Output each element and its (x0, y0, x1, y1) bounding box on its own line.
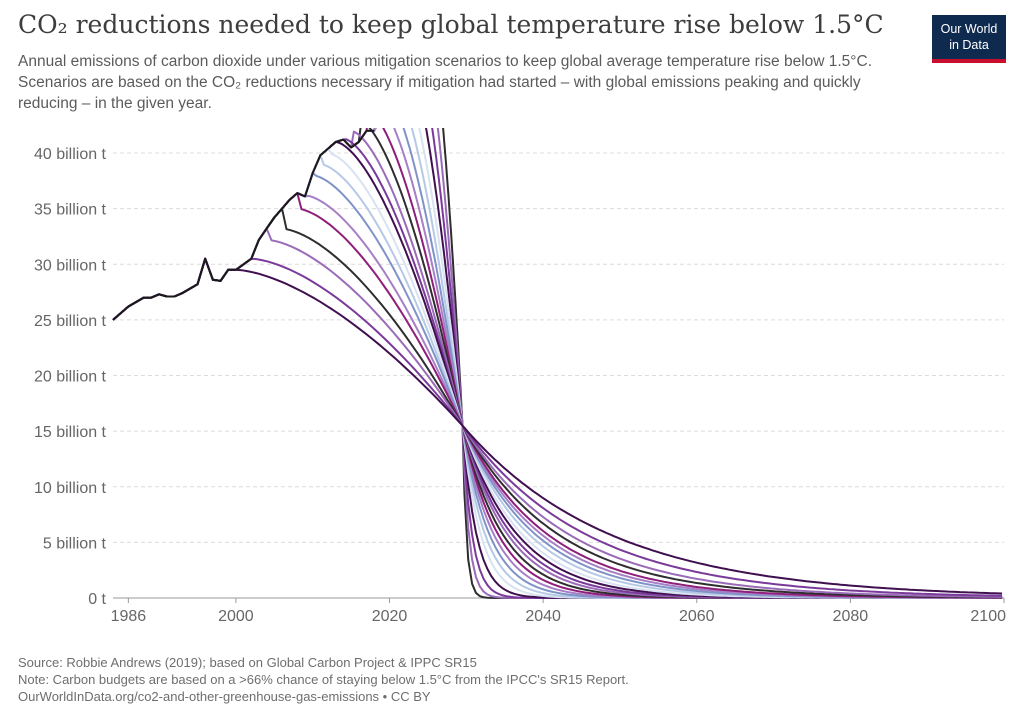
x-tick-label: 2080 (833, 608, 869, 625)
y-tick-label: 35 billion t (34, 202, 107, 219)
y-tick-label: 40 billion t (34, 146, 107, 163)
y-tick-label: 5 billion t (43, 535, 107, 552)
scenario-lines (112, 128, 1003, 599)
x-tick-label: 2100 (970, 608, 1006, 625)
scenario-line (112, 257, 1003, 597)
scenario-line (112, 154, 1003, 599)
scenario-line (112, 128, 1003, 599)
scenario-line (112, 128, 1003, 599)
historical-line (112, 129, 375, 321)
x-axis: 1986 2000 2020 2040 2060 2080 2100 (111, 597, 1006, 625)
y-tick-label: 0 t (88, 591, 106, 608)
scenario-line (112, 128, 1003, 599)
source-url[interactable]: OurWorldInData.org/co2-and-other-greenho… (18, 689, 431, 704)
y-gridlines (113, 152, 1004, 543)
scenario-line (112, 192, 1003, 599)
scenario-line (112, 128, 1003, 599)
y-tick-label: 15 billion t (34, 424, 107, 441)
x-tick-label: 1986 (111, 608, 147, 625)
scenario-line (112, 128, 1003, 599)
scenario-line (112, 207, 1003, 599)
logo-line-1: Our World (940, 22, 998, 36)
scenario-line (112, 147, 1003, 599)
y-tick-label: 10 billion t (34, 480, 107, 497)
y-axis-labels: 0 t 5 billion t 10 billion t 15 billion t 20… (34, 146, 107, 608)
owid-logo[interactable]: Our World in Data (932, 15, 1006, 63)
budget-note: Note: Carbon budgets are based on a >66%… (18, 672, 629, 687)
scenario-line (112, 138, 1003, 599)
scenario-line (112, 128, 1003, 599)
scenario-line (112, 227, 1003, 598)
x-tick-label: 2060 (679, 608, 715, 625)
chart-footer: Source: Robbie Andrews (2019); based on … (18, 654, 629, 705)
y-tick-label: 20 billion t (34, 369, 107, 386)
source-note: Source: Robbie Andrews (2019); based on … (18, 655, 477, 670)
scenario-line (112, 257, 1003, 595)
x-tick-label: 2000 (218, 608, 254, 625)
logo-line-2: in Data (949, 38, 989, 52)
scenario-line (112, 128, 1003, 599)
chart-title: CO₂ reductions needed to keep global tem… (18, 10, 884, 39)
scenario-line (112, 192, 1003, 599)
x-tick-label: 2020 (372, 608, 408, 625)
chart-subtitle: Annual emissions of carbon dioxide under… (18, 53, 873, 112)
y-tick-label: 25 billion t (34, 313, 107, 330)
scenario-line (112, 128, 1003, 599)
x-tick-label: 2040 (525, 608, 561, 625)
y-tick-label: 30 billion t (34, 257, 107, 274)
scenario-line (112, 140, 1003, 599)
